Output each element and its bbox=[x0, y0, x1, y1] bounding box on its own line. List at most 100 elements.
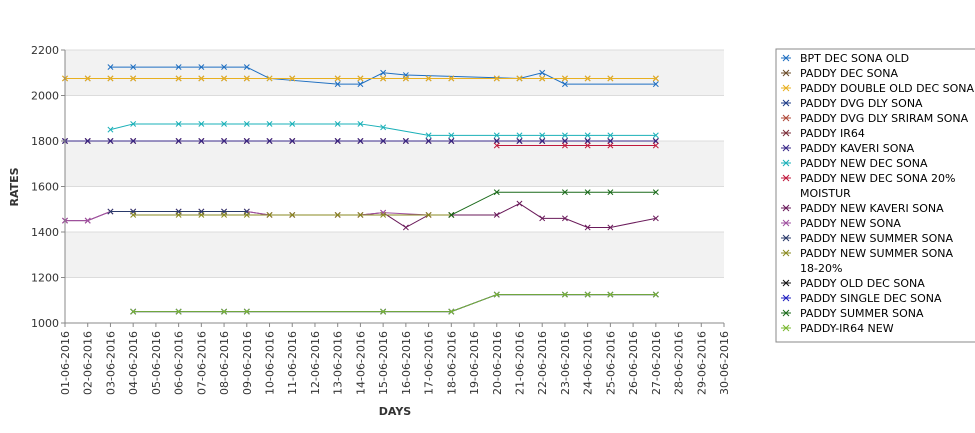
data-point bbox=[516, 132, 523, 139]
data-point bbox=[448, 75, 455, 82]
legend-marker bbox=[782, 54, 790, 62]
legend-marker bbox=[782, 249, 790, 257]
series-layer bbox=[62, 64, 659, 315]
data-point bbox=[561, 189, 568, 196]
data-point bbox=[289, 138, 296, 144]
legend-label: PADDY NEW DEC SONA 20% bbox=[800, 172, 956, 185]
data-point bbox=[652, 142, 659, 149]
data-point bbox=[584, 132, 591, 139]
data-point bbox=[652, 189, 659, 196]
data-point bbox=[243, 308, 250, 315]
grid-bands bbox=[65, 50, 724, 323]
data-point bbox=[516, 138, 523, 144]
data-point bbox=[539, 138, 546, 144]
y-tick-label: 1200 bbox=[31, 272, 59, 285]
series-1 bbox=[107, 64, 659, 88]
data-point bbox=[539, 75, 546, 82]
legend-marker bbox=[782, 219, 790, 227]
series-9 bbox=[493, 142, 659, 149]
data-point bbox=[130, 308, 137, 315]
x-tick-label: 18-06-2016 bbox=[445, 331, 458, 395]
data-point bbox=[652, 75, 659, 82]
data-point bbox=[652, 291, 659, 298]
data-point bbox=[425, 211, 432, 218]
data-point bbox=[652, 81, 659, 88]
x-tick-label: 10-06-2016 bbox=[264, 331, 277, 395]
data-point bbox=[266, 120, 273, 127]
data-point bbox=[334, 81, 341, 88]
data-point bbox=[607, 189, 614, 196]
series-17 bbox=[130, 291, 659, 315]
data-point bbox=[334, 120, 341, 127]
data-point bbox=[198, 138, 205, 144]
legend-marker bbox=[782, 324, 790, 332]
legend-marker bbox=[782, 309, 790, 317]
legend-item: PADDY OLD DEC SONA bbox=[781, 277, 925, 290]
data-point bbox=[243, 75, 250, 82]
series-7 bbox=[62, 138, 659, 144]
data-point bbox=[516, 75, 523, 82]
x-tick-label: 02-06-2016 bbox=[82, 331, 95, 395]
data-point bbox=[84, 138, 91, 144]
data-point bbox=[357, 211, 364, 218]
data-point bbox=[266, 211, 273, 218]
x-tick-label: 29-06-2016 bbox=[695, 331, 708, 395]
x-tick-label: 05-06-2016 bbox=[150, 331, 163, 395]
data-point bbox=[380, 138, 387, 144]
data-point bbox=[402, 138, 409, 144]
data-point bbox=[130, 120, 137, 127]
y-tick-label: 1400 bbox=[31, 226, 59, 239]
data-point bbox=[221, 211, 228, 218]
data-point bbox=[357, 75, 364, 82]
data-point bbox=[380, 308, 387, 315]
legend-label: PADDY SINGLE DEC SONA bbox=[800, 292, 942, 305]
legend-label: PADDY DEC SONA bbox=[800, 67, 898, 80]
legend-label: PADDY NEW DEC SONA bbox=[800, 157, 928, 170]
legend-label: MOISTUR bbox=[800, 187, 851, 200]
data-point bbox=[243, 120, 250, 127]
legend-label: PADDY IR64 bbox=[800, 127, 865, 140]
legend-label: PADDY NEW SUMMER SONA bbox=[800, 247, 954, 260]
data-point bbox=[584, 75, 591, 82]
legend-item: PADDY NEW KAVERI SONA bbox=[781, 202, 944, 215]
data-point bbox=[493, 138, 500, 144]
data-point bbox=[380, 209, 387, 216]
x-tick-label: 20-06-2016 bbox=[491, 331, 504, 395]
data-point bbox=[130, 211, 137, 218]
legend-item: PADDY NEW DEC SONA 20% MOISTUR bbox=[781, 172, 956, 200]
legend-item: PADDY DEC SONA bbox=[781, 67, 898, 80]
legend-item: PADDY SINGLE DEC SONA bbox=[781, 292, 942, 305]
x-tick-label: 26-06-2016 bbox=[627, 331, 640, 395]
legend-marker bbox=[782, 114, 790, 122]
data-point bbox=[561, 132, 568, 139]
y-tick-label: 1600 bbox=[31, 181, 59, 194]
data-point bbox=[607, 138, 614, 144]
series-3 bbox=[62, 75, 659, 82]
legend-label: BPT DEC SONA OLD bbox=[800, 52, 909, 65]
data-point bbox=[130, 138, 137, 144]
x-tick-label: 17-06-2016 bbox=[423, 331, 436, 395]
data-point bbox=[607, 291, 614, 298]
legend-item: PADDY-IR64 NEW bbox=[781, 322, 894, 335]
x-tick-label: 30-06-2016 bbox=[718, 331, 731, 395]
data-point bbox=[539, 132, 546, 139]
data-point bbox=[425, 132, 432, 139]
legend-item: PADDY DVG DLY SRIRAM SONA bbox=[781, 112, 969, 125]
legend-label: PADDY NEW KAVERI SONA bbox=[800, 202, 944, 215]
legend-label: PADDY KAVERI SONA bbox=[800, 142, 915, 155]
data-point bbox=[516, 200, 523, 207]
data-point bbox=[221, 64, 228, 71]
data-point bbox=[198, 120, 205, 127]
legend-item: PADDY NEW SUMMER SONA 18-20% bbox=[781, 247, 954, 275]
x-tick-label: 19-06-2016 bbox=[468, 331, 481, 395]
x-tick-label: 22-06-2016 bbox=[536, 331, 549, 395]
y-tick-label: 1000 bbox=[31, 317, 59, 330]
legend-item: PADDY NEW SUMMER SONA bbox=[781, 232, 954, 245]
data-point bbox=[357, 138, 364, 144]
data-point bbox=[221, 120, 228, 127]
x-tick-label: 21-06-2016 bbox=[513, 331, 526, 395]
data-point bbox=[561, 75, 568, 82]
data-point bbox=[425, 75, 432, 82]
data-point bbox=[198, 75, 205, 82]
